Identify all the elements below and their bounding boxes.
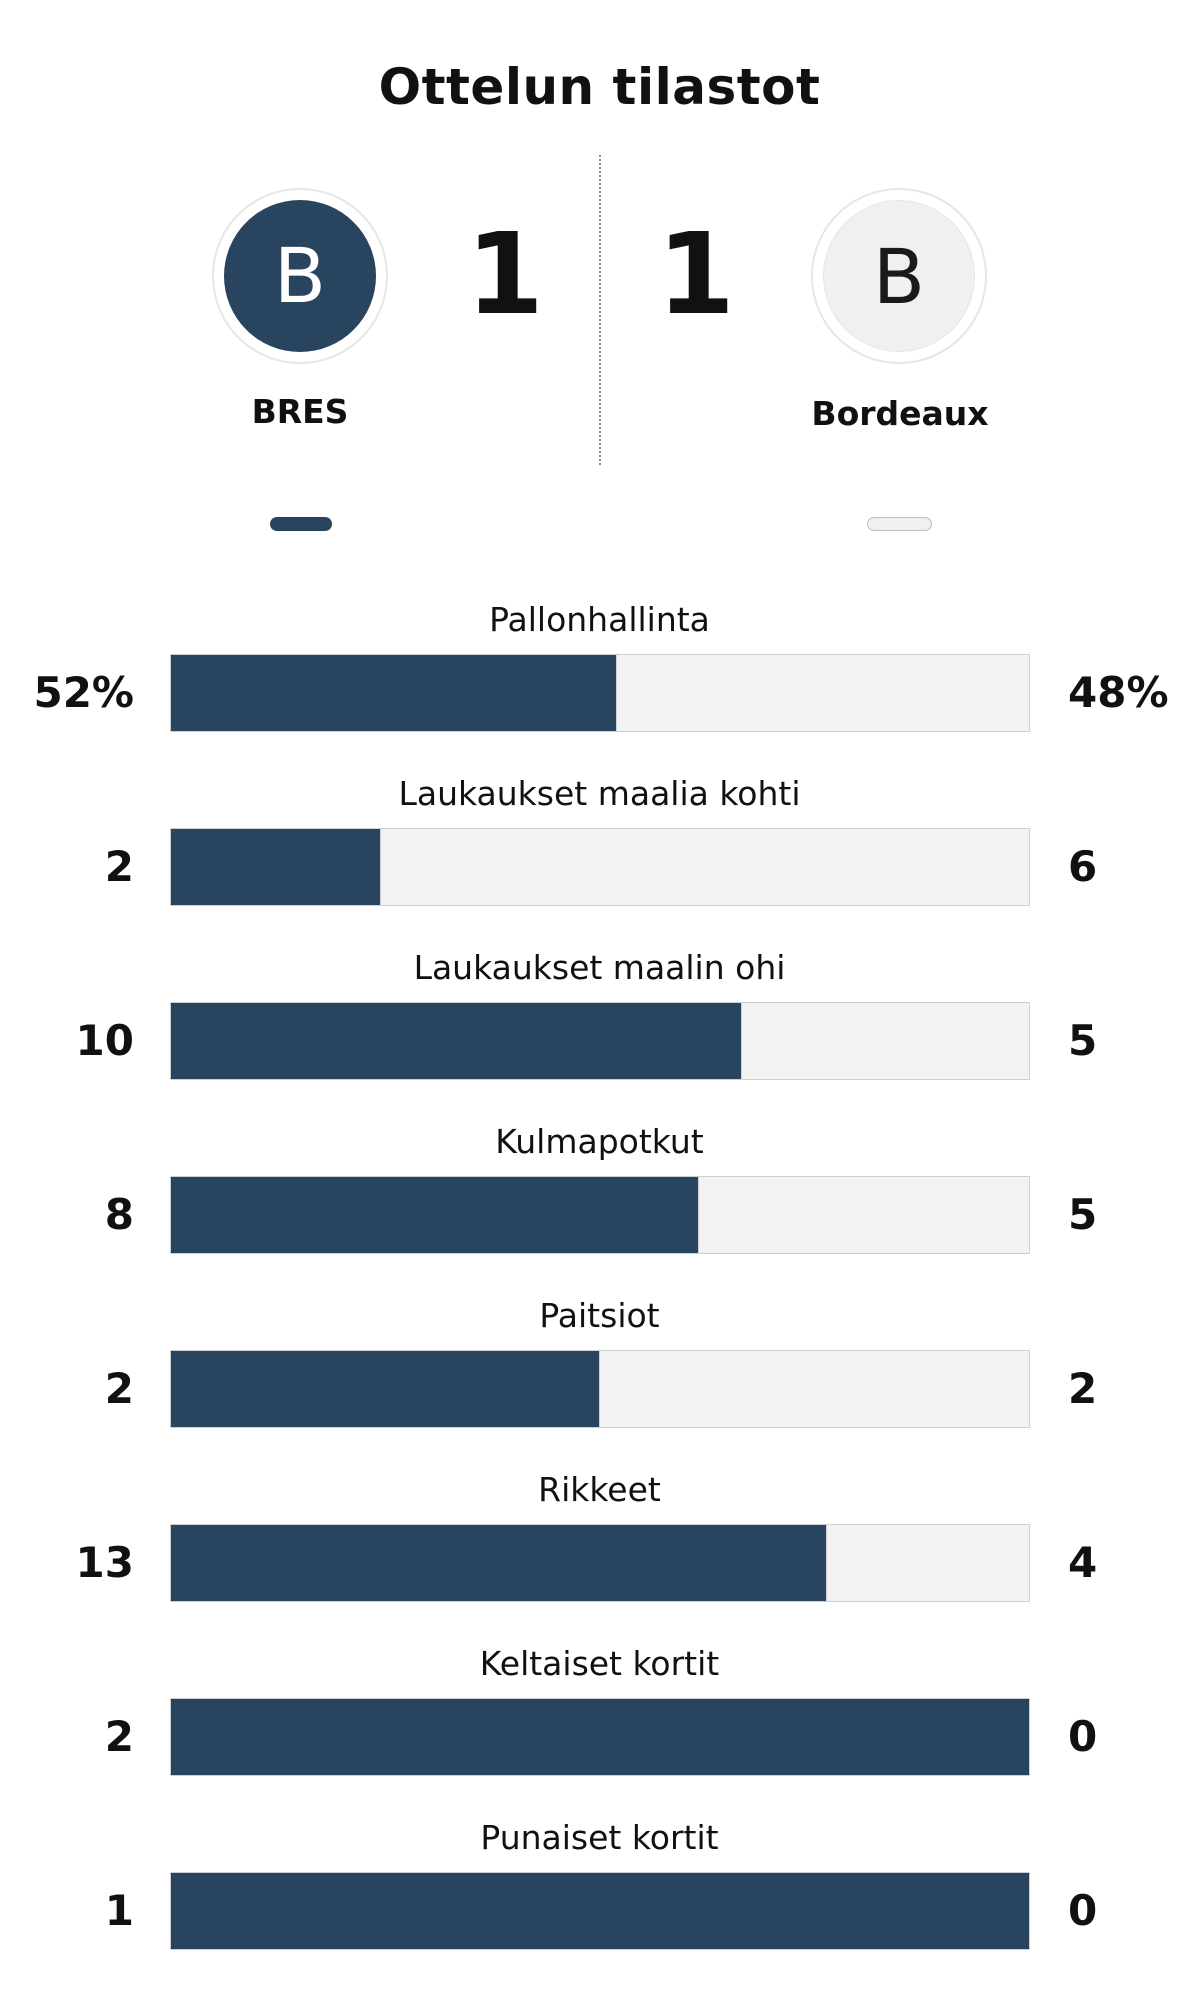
stat-label: Pallonhallinta: [489, 600, 710, 639]
home-score: 1: [466, 210, 544, 340]
stat-home-value: 10: [75, 1016, 134, 1065]
stat-label: Keltaiset kortit: [479, 1644, 720, 1683]
stat-away-value: 0: [1068, 1886, 1098, 1935]
stat-home-value: 2: [104, 1712, 134, 1761]
score-divider: [599, 155, 601, 465]
stat-row: Rikkeet 13 4: [0, 1468, 1199, 1642]
stat-bar: [170, 1524, 1030, 1602]
stat-bar-home-fill: [171, 1525, 828, 1601]
stat-row: Laukaukset maalia kohti 2 6: [0, 772, 1199, 946]
stat-label: Rikkeet: [538, 1470, 661, 1509]
stat-bar-home-fill: [171, 655, 618, 731]
away-team-logo: B: [811, 188, 987, 364]
stat-bar: [170, 1002, 1030, 1080]
stat-bar-home-fill: [171, 1873, 1029, 1949]
stat-bar: [170, 1176, 1030, 1254]
home-team-logo: B: [212, 188, 388, 364]
stat-home-value: 1: [104, 1886, 134, 1935]
away-color-swatch: [867, 517, 932, 531]
stat-bar-home-fill: [171, 1177, 699, 1253]
away-team-name: Bordeaux: [811, 394, 989, 433]
stat-away-value: 48%: [1068, 668, 1169, 717]
stat-row: Keltaiset kortit 2 0: [0, 1642, 1199, 1816]
stat-away-value: 0: [1068, 1712, 1098, 1761]
stat-row: Pallonhallinta 52% 48%: [0, 598, 1199, 772]
stat-bar: [170, 654, 1030, 732]
home-color-swatch: [270, 517, 332, 531]
stat-row: Paitsiot 2 2: [0, 1294, 1199, 1468]
stat-home-value: 13: [75, 1538, 134, 1587]
home-team-logo-letter: B: [224, 200, 376, 352]
stat-bar-home-fill: [171, 829, 382, 905]
stat-home-value: 8: [104, 1190, 134, 1239]
stat-bar-home-fill: [171, 1351, 600, 1427]
stat-away-value: 6: [1068, 842, 1098, 891]
away-score: 1: [657, 210, 735, 340]
stat-row: Kulmapotkut 8 5: [0, 1120, 1199, 1294]
stat-away-value: 2: [1068, 1364, 1098, 1413]
stat-label: Punaiset kortit: [480, 1818, 719, 1857]
stat-away-value: 5: [1068, 1190, 1098, 1239]
home-team-name: BRES: [251, 392, 349, 431]
stat-row: Laukaukset maalin ohi 10 5: [0, 946, 1199, 1120]
stat-label: Laukaukset maalin ohi: [413, 948, 786, 987]
stat-label: Kulmapotkut: [495, 1122, 704, 1161]
stat-home-value: 52%: [33, 668, 134, 717]
page-title: Ottelun tilastot: [378, 58, 821, 116]
stat-bar: [170, 1872, 1030, 1950]
stat-row: Punaiset kortit 1 0: [0, 1816, 1199, 1990]
stat-label: Laukaukset maalia kohti: [398, 774, 801, 813]
away-team-logo-letter: B: [823, 200, 975, 352]
stat-bar: [170, 1350, 1030, 1428]
stat-label: Paitsiot: [539, 1296, 660, 1335]
stat-bar-home-fill: [171, 1003, 742, 1079]
stat-bar: [170, 1698, 1030, 1776]
stat-away-value: 5: [1068, 1016, 1098, 1065]
stat-home-value: 2: [104, 842, 134, 891]
stat-away-value: 4: [1068, 1538, 1098, 1587]
stat-bar-home-fill: [171, 1699, 1029, 1775]
stat-home-value: 2: [104, 1364, 134, 1413]
stat-bar: [170, 828, 1030, 906]
